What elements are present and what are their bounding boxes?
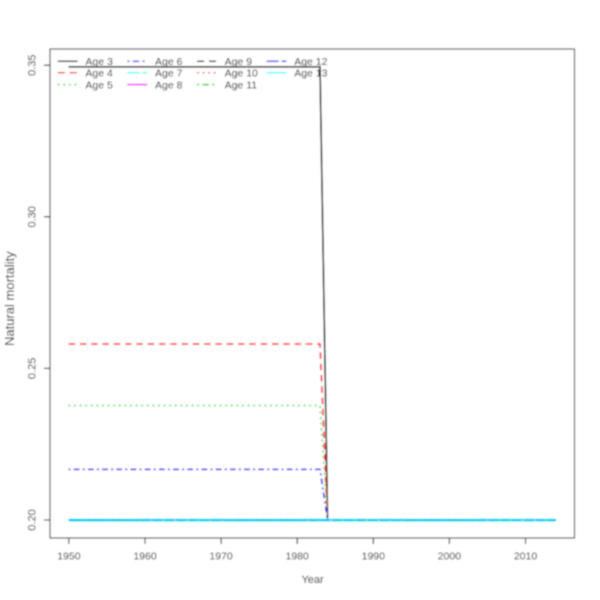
svg-text:Age 12: Age 12 [294,56,327,68]
svg-text:Age 8: Age 8 [155,79,183,91]
svg-text:0.25: 0.25 [26,358,38,379]
svg-text:2010: 2010 [514,551,538,563]
svg-text:Age 9: Age 9 [225,56,253,68]
svg-text:2000: 2000 [438,551,462,563]
svg-text:Age 6: Age 6 [155,56,183,68]
svg-text:1980: 1980 [286,551,310,563]
svg-text:1990: 1990 [362,551,386,563]
svg-text:1960: 1960 [133,551,157,563]
svg-text:Age 7: Age 7 [155,68,183,80]
svg-text:1950: 1950 [57,551,81,563]
svg-text:0.20: 0.20 [26,509,38,530]
svg-text:0.35: 0.35 [26,54,38,75]
svg-text:Age 4: Age 4 [85,68,113,80]
svg-text:1970: 1970 [209,551,233,563]
svg-text:0.30: 0.30 [26,206,38,227]
svg-text:Age 13: Age 13 [294,68,327,80]
svg-text:Age 11: Age 11 [225,79,258,91]
svg-text:Age 3: Age 3 [85,56,113,68]
svg-text:Age 5: Age 5 [85,79,113,91]
svg-text:Natural mortality: Natural mortality [2,251,17,346]
svg-text:Age 10: Age 10 [225,68,258,80]
svg-text:Year: Year [301,574,324,586]
